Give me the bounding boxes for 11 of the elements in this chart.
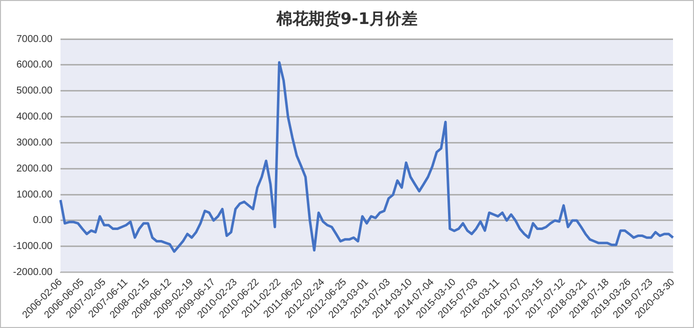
y-tick-label: 3000.00 [16, 137, 53, 148]
y-tick-label: 4000.00 [16, 112, 53, 123]
y-tick-label: 0.00 [33, 215, 53, 226]
y-tick-label: 7000.00 [16, 34, 53, 45]
y-tick-label: 5000.00 [16, 86, 53, 97]
chart-title: 棉花期货9-1月价差 [275, 9, 418, 30]
y-tick-label: -2000.00 [12, 267, 53, 278]
y-tick-label: 2000.00 [16, 163, 53, 174]
y-tick-label: 1000.00 [16, 189, 53, 200]
y-tick-label: -1000.00 [12, 241, 53, 252]
y-tick-label: 6000.00 [16, 60, 53, 71]
